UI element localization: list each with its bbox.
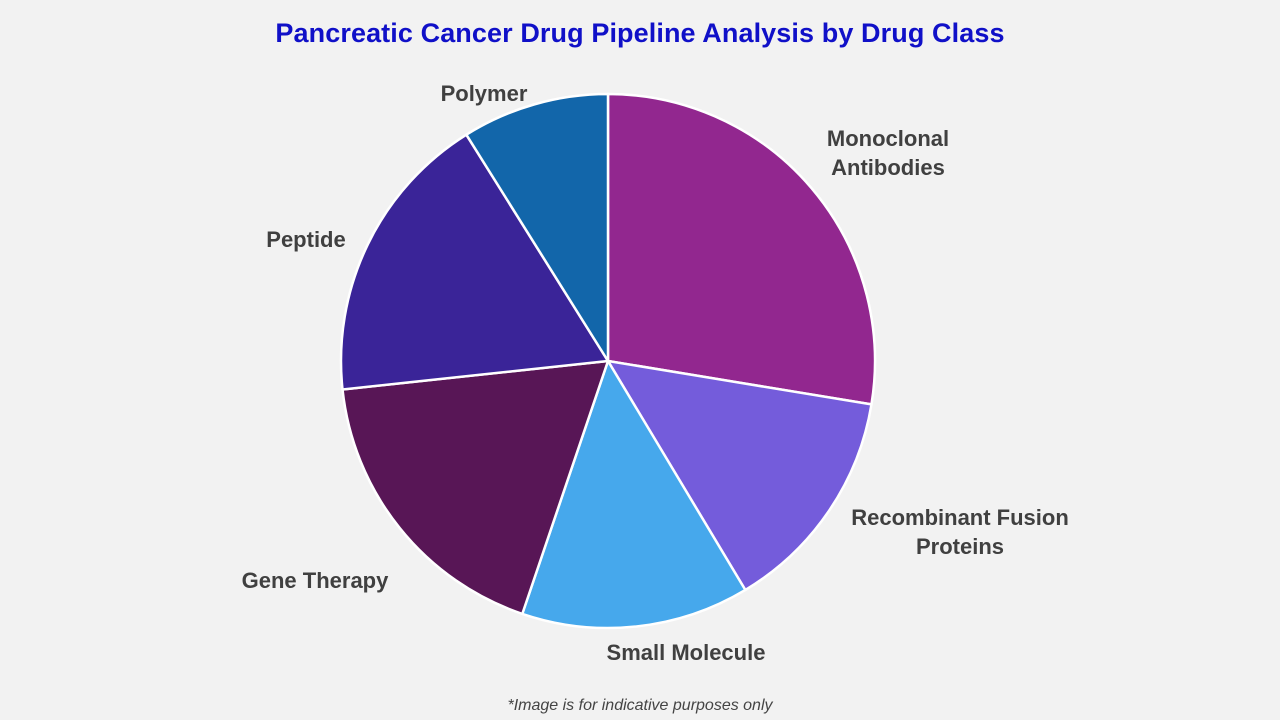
slice-label-line: Gene Therapy (242, 568, 389, 593)
slice-label-line: Peptide (266, 227, 345, 252)
slice-label-line: Recombinant Fusion (851, 505, 1069, 530)
slice-label-polymer: Polymer (441, 81, 528, 106)
pie-slice-recombinant-fusion-proteins (606, 359, 873, 592)
slice-label-line: Small Molecule (607, 640, 766, 665)
pie-slice-polymer (465, 92, 610, 363)
pie-slice-monoclonal-antibodies (606, 92, 877, 406)
pie-labels: Monoclonal Antibodies Recombinant Fusion Pr… (242, 81, 1069, 665)
slice-label-line: Antibodies (831, 155, 945, 180)
pie-slice-gene-therapy (341, 359, 610, 616)
slice-label-peptide: Peptide (266, 227, 345, 252)
chart-title: Pancreatic Cancer Drug Pipeline Analysis… (275, 18, 1005, 48)
slice-label-monoclonal-antibodies: Monoclonal Antibodies (827, 126, 949, 180)
footnote: *Image is for indicative purposes only (507, 697, 773, 714)
slice-label-line: Monoclonal (827, 126, 949, 151)
slice-label-line: Polymer (441, 81, 528, 106)
slice-label-small-molecule: Small Molecule (607, 640, 766, 665)
slice-label-line: Proteins (916, 534, 1004, 559)
pie-slice-small-molecule (521, 359, 747, 630)
slice-label-gene-therapy: Gene Therapy (242, 568, 389, 593)
pie-slice-peptide (339, 133, 610, 391)
slice-label-recombinant-fusion-proteins: Recombinant Fusion Proteins (851, 505, 1069, 559)
pie-slices (339, 92, 877, 630)
